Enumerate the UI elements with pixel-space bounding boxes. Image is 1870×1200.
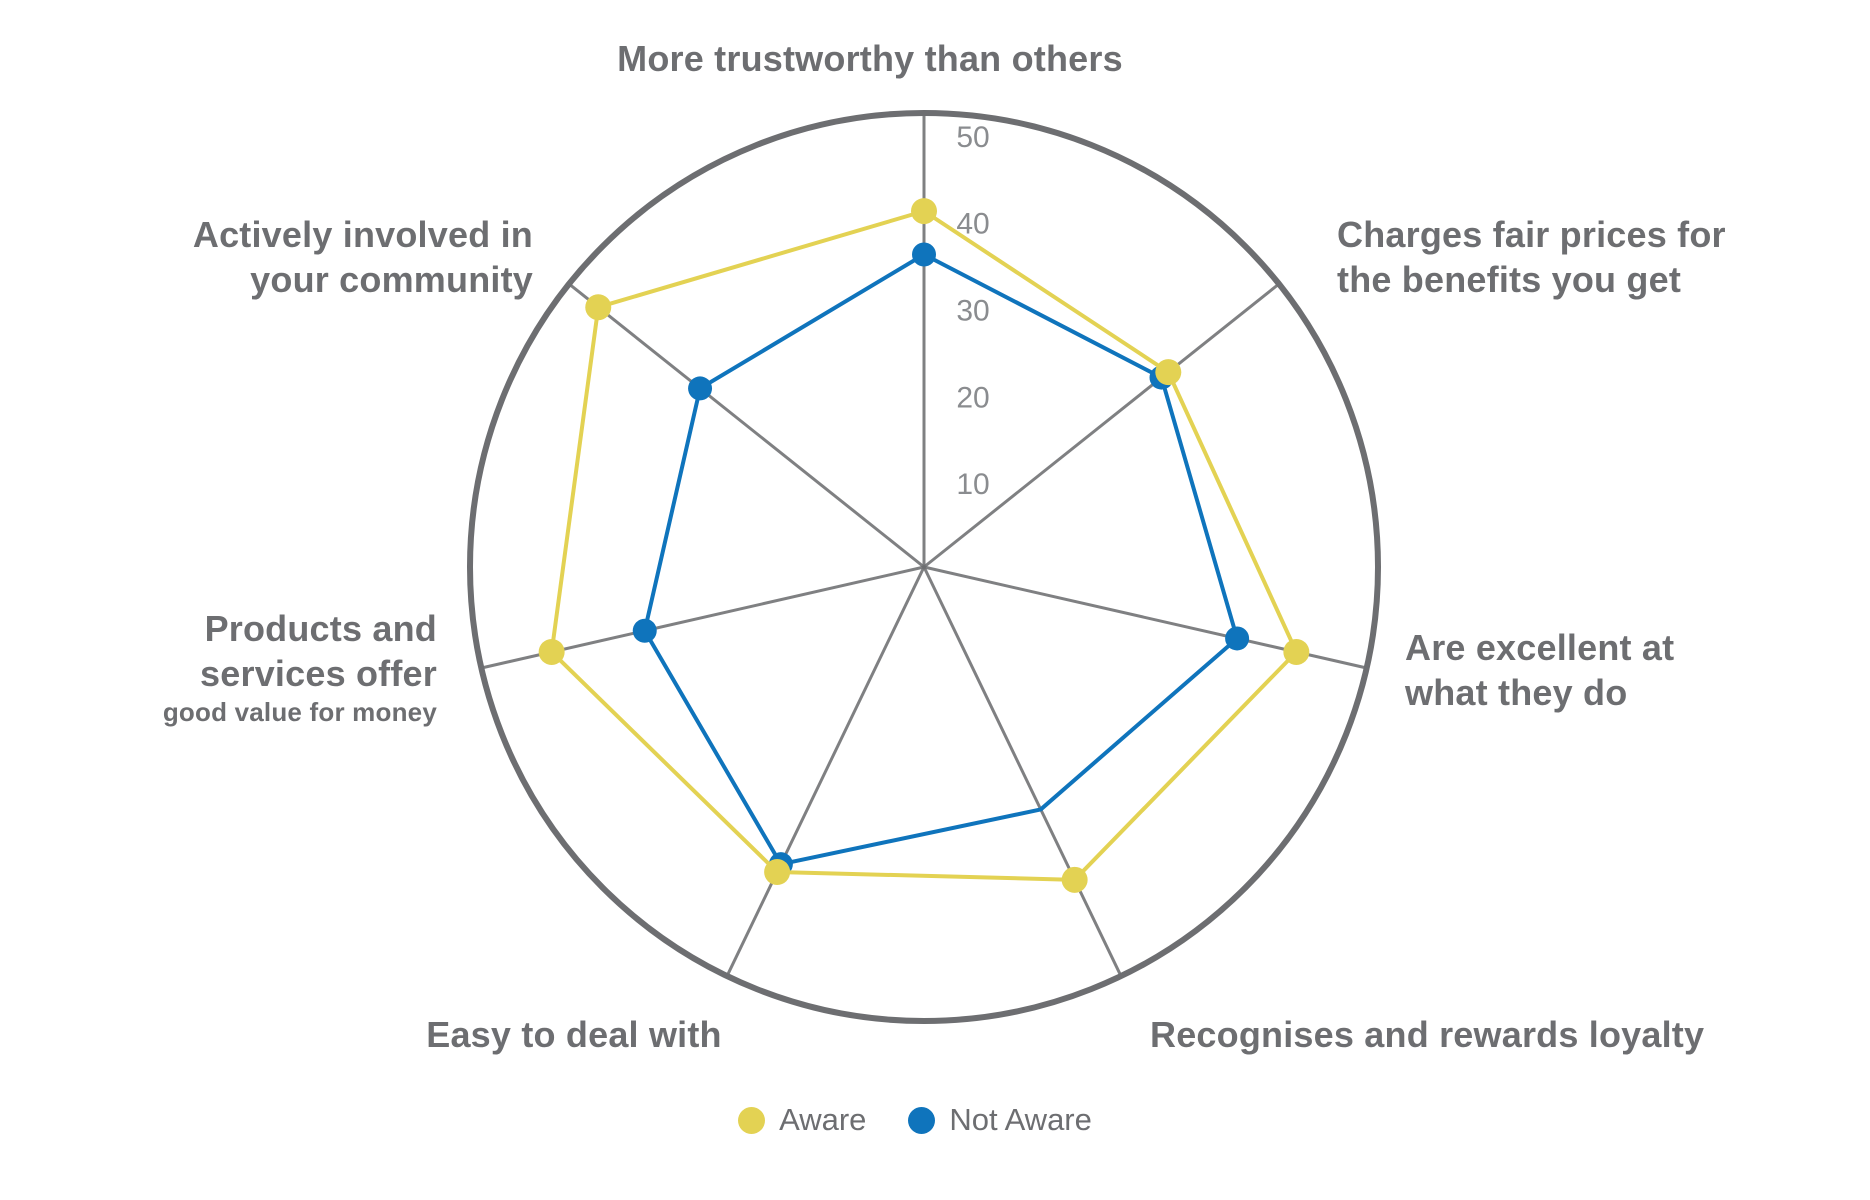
aware-series-line [549, 209, 1299, 882]
axis-label-fair-prices: Charges fair prices for the benefits you… [1337, 212, 1726, 302]
not-aware-point-0 [912, 242, 936, 267]
axis-label-line: Charges fair prices for [1337, 214, 1726, 255]
aware-legend-dot-icon [738, 1106, 766, 1134]
axis-label-line: More trustworthy than others [617, 38, 1123, 79]
radar-spoke-1 [923, 282, 1280, 569]
radial-tick-label-10: 10 [956, 468, 989, 501]
radar-spoke-6 [568, 282, 925, 569]
axis-label-excellent: Are excellent at what they do [1405, 625, 1674, 715]
axis-label-trustworthy: More trustworthy than others [470, 36, 1270, 81]
aware-point-1 [1155, 359, 1182, 386]
radar-spoke-4 [725, 566, 926, 977]
axis-label-line: the benefits you get [1337, 259, 1682, 300]
radial-tick-label-30: 30 [956, 295, 989, 328]
radial-tick-label-20: 20 [956, 381, 989, 414]
not-aware-legend-dot-icon [908, 1106, 936, 1134]
aware-point-4 [764, 858, 791, 885]
radial-tick-label-50: 50 [956, 121, 989, 154]
axis-label-line: your community [250, 259, 533, 300]
aware-point-0 [911, 198, 937, 225]
axis-label-line: Easy to deal with [426, 1014, 722, 1055]
axis-label-line: Are excellent at [1405, 627, 1675, 668]
radar-spoke-3 [922, 566, 1123, 977]
not-aware-point-5 [632, 618, 657, 643]
not-aware-point-2 [1225, 626, 1250, 651]
axis-label-loyalty: Recognises and rewards loyalty [1150, 1012, 1704, 1057]
axis-label-line: Recognises and rewards loyalty [1150, 1014, 1705, 1055]
axis-label-community: Actively involved in your community [193, 212, 533, 302]
legend-item-aware: Aware [738, 1102, 866, 1138]
legend-label: Aware [779, 1102, 867, 1137]
not-aware-series-line [642, 252, 1240, 867]
legend: Aware Not Aware [0, 1102, 1830, 1138]
legend-label: Not Aware [949, 1102, 1092, 1137]
axis-label-line: what they do [1405, 672, 1628, 713]
aware-point-6 [585, 294, 612, 321]
legend-item-not-aware: Not Aware [908, 1102, 1092, 1138]
aware-point-2 [1283, 638, 1310, 665]
axis-label-easy: Easy to deal with [374, 1012, 774, 1057]
aware-point-3 [1061, 866, 1088, 893]
not-aware-point-6 [688, 376, 713, 401]
radar-outer-circle [467, 110, 1381, 1024]
axis-label-value-for-money: Products and services offer good value f… [163, 606, 437, 729]
axis-label-subline: good value for money [162, 697, 437, 727]
axis-label-line: Actively involved in [192, 214, 533, 255]
axis-label-line: Products and [204, 608, 437, 649]
axis-label-line: services offer [200, 653, 437, 694]
aware-point-5 [538, 638, 565, 665]
